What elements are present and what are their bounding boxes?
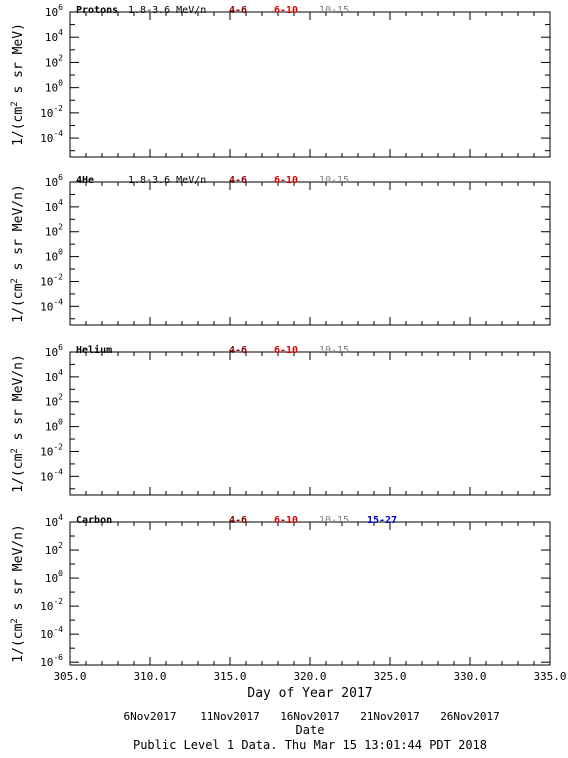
x-tick-label: 330.0 bbox=[453, 670, 486, 683]
y-tick-label: 104 bbox=[45, 368, 63, 384]
footer-text: Public Level 1 Data. Thu Mar 15 13:01:44… bbox=[133, 738, 487, 752]
channel-legend-10-15: 10-15 bbox=[319, 175, 349, 186]
date-label: 21Nov2017 bbox=[360, 710, 420, 723]
panel-1: 106 104 102 100 10-2 10-4 Protons 1.8-3.6 MeV/n… bbox=[10, 3, 551, 158]
date-label: 16Nov2017 bbox=[280, 710, 340, 723]
x-tick-label: 315.0 bbox=[213, 670, 246, 683]
date-label: 26Nov2017 bbox=[440, 710, 500, 723]
channel-legend-4-6: 4-6 bbox=[229, 5, 247, 16]
y-tick-label: 10-2 bbox=[40, 104, 63, 120]
channel-legend-6-10: 6-10 bbox=[274, 345, 298, 356]
channel-legend-4-6: 4-6 bbox=[229, 345, 247, 356]
y-tick-label: 10-4 bbox=[40, 625, 63, 641]
y-tick-label: 102 bbox=[45, 541, 63, 557]
panel-frame bbox=[69, 181, 551, 326]
y-axis-label: 1/(cm2 s sr MeV/n) bbox=[10, 184, 26, 322]
panel-4: 104 102 100 10-2 10-4 10-6 Carbon 4-6 6-10 10-15 1… bbox=[10, 513, 551, 669]
panel-3: 106 104 102 100 10-2 10-4 Helium 4-6 6-10 10-15 1/… bbox=[10, 343, 551, 496]
y-tick-label: 104 bbox=[45, 198, 63, 214]
y-tick-label: 10-2 bbox=[40, 272, 63, 288]
y-tick-label: 102 bbox=[45, 53, 63, 69]
channel-legend-4-6: 4-6 bbox=[229, 515, 247, 526]
panel-energy-label: 1.8-3.6 MeV/n bbox=[128, 175, 206, 186]
y-tick-label: 106 bbox=[45, 343, 63, 359]
panel-species-label: Helium bbox=[76, 344, 112, 356]
channel-legend-10-15: 10-15 bbox=[319, 5, 349, 16]
x-tick-label: 305.0 bbox=[53, 670, 86, 683]
y-tick-label: 10-2 bbox=[40, 442, 63, 458]
y-tick-label: 100 bbox=[45, 418, 63, 434]
y-axis-label: 1/(cm2 s sr MeV/n) bbox=[10, 354, 26, 492]
y-tick-label: 100 bbox=[45, 248, 63, 264]
panel-frame bbox=[69, 521, 551, 666]
x-tick-label: 325.0 bbox=[373, 670, 406, 683]
y-tick-label: 106 bbox=[45, 3, 63, 19]
panel-frame bbox=[69, 351, 551, 496]
y-tick-label: 100 bbox=[45, 79, 63, 95]
y-tick-label: 100 bbox=[45, 569, 63, 585]
panels: 106 104 102 100 10-2 10-4 Protons 1.8-3.6 MeV/n… bbox=[10, 3, 567, 683]
x-tick-labels: 305.0 310.0 315.0 320.0 325.0 330.0 335.0 bbox=[53, 670, 566, 683]
y-tick-label: 102 bbox=[45, 393, 63, 409]
panel-frame bbox=[69, 11, 551, 158]
channel-legend-15-27: 15-27 bbox=[367, 515, 397, 526]
y-tick-label: 10-4 bbox=[40, 129, 63, 145]
date-axis-title: Date bbox=[296, 723, 325, 737]
panel-2: 106 104 102 100 10-2 10-4 4He 1.8-3.6 MeV/n 4-6 6… bbox=[10, 173, 551, 326]
y-tick-label: 10-4 bbox=[40, 297, 63, 313]
channel-legend-6-10: 6-10 bbox=[274, 515, 298, 526]
channel-legend-6-10: 6-10 bbox=[274, 5, 298, 16]
y-tick-label: 10-6 bbox=[40, 653, 63, 669]
y-axis-label: 1/(cm2 s sr MeV) bbox=[10, 23, 26, 146]
channel-legend-4-6: 4-6 bbox=[229, 175, 247, 186]
y-tick-label: 102 bbox=[45, 223, 63, 239]
x-tick-label: 335.0 bbox=[533, 670, 566, 683]
y-axis-label: 1/(cm2 s sr MeV/n) bbox=[10, 524, 26, 662]
channel-legend-6-10: 6-10 bbox=[274, 175, 298, 186]
x-axis-title: Day of Year 2017 bbox=[247, 686, 372, 701]
panel-species-label: 4He bbox=[76, 175, 94, 186]
x-tick-label: 310.0 bbox=[133, 670, 166, 683]
channel-legend-10-15: 10-15 bbox=[319, 515, 349, 526]
date-labels: 6Nov2017 11Nov2017 16Nov2017 21Nov2017 26Nov… bbox=[124, 710, 500, 723]
panel-species-label: Carbon bbox=[76, 515, 112, 526]
date-label: 6Nov2017 bbox=[124, 710, 177, 723]
y-tick-label: 104 bbox=[45, 513, 63, 529]
panel-energy-label: 1.8-3.6 MeV/n bbox=[128, 5, 206, 16]
y-tick-label: 106 bbox=[45, 173, 63, 189]
y-tick-label: 10-2 bbox=[40, 597, 63, 613]
channel-legend-10-15: 10-15 bbox=[319, 345, 349, 356]
date-label: 11Nov2017 bbox=[200, 710, 260, 723]
y-tick-label: 10-4 bbox=[40, 467, 63, 483]
y-tick-label: 104 bbox=[45, 28, 63, 44]
x-tick-label: 320.0 bbox=[293, 670, 326, 683]
panel-species-label: Protons bbox=[76, 5, 118, 16]
